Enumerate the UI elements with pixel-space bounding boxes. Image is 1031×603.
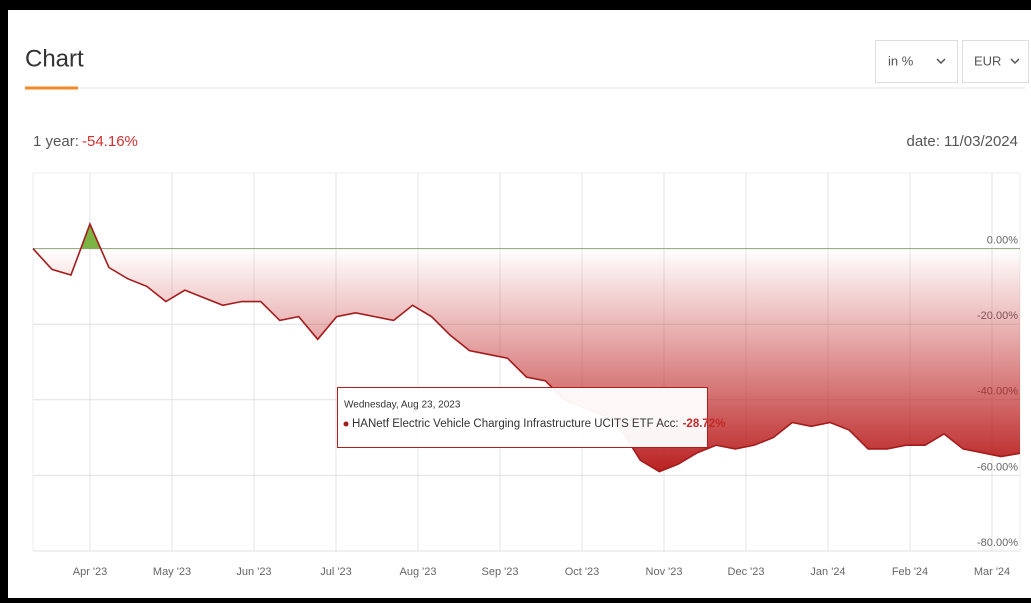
plot: Apr '23 May '23 Jun '23 Jul '23 Aug '23 Sep '… [32, 172, 1021, 578]
panel-title: Chart [25, 45, 84, 72]
x-tick-label: Nov '23 [646, 566, 683, 578]
currency-dropdown-text[interactable]: EUR [974, 53, 1001, 68]
x-tick-label: Mar '24 [974, 566, 1010, 578]
x-tick-label: Jan '24 [810, 566, 845, 578]
period-label: 1 year: [33, 133, 79, 150]
tooltip-label: HANetf Electric Vehicle Charging Infrast… [352, 418, 679, 430]
tooltip: Wednesday, Aug 23, 2023 HANetf Electric V… [337, 387, 725, 448]
x-tick-label: Dec '23 [728, 566, 765, 578]
tooltip-dot [343, 421, 349, 427]
x-tick-label: Sep '23 [482, 566, 519, 578]
line [32, 221, 1021, 473]
unit-dropdown-text[interactable]: in % [888, 53, 914, 68]
tooltip-date: Wednesday, Aug 23, 2023 [344, 400, 461, 411]
x-tick-label: Jun '23 [236, 566, 271, 578]
x-tick-label: Apr '23 [73, 566, 108, 578]
tooltip-value: -28.72% [683, 418, 726, 430]
tooltip-text: HANetf Electric Vehicle Charging Infrast… [352, 418, 725, 430]
x-tick-label: Feb '24 [892, 566, 928, 578]
x-tick-label: Jul '23 [320, 566, 351, 578]
x-tick-label: May '23 [153, 566, 191, 578]
currency-dropdown[interactable]: EUR [962, 40, 1029, 83]
tooltip-box [337, 387, 708, 448]
unit-dropdown[interactable]: in % [875, 40, 958, 83]
area-negative [33, 249, 1020, 472]
period-return: -54.16% [82, 133, 138, 150]
x-tick-label: Aug '23 [400, 566, 437, 578]
x-tick-label: Oct '23 [565, 566, 600, 578]
y-tick-label: -60.00% [977, 461, 1018, 473]
y-tick-label: -80.00% [977, 537, 1018, 549]
date-label: date: 11/03/2024 [907, 133, 1019, 150]
y-tick-label: 0.00% [987, 235, 1018, 247]
